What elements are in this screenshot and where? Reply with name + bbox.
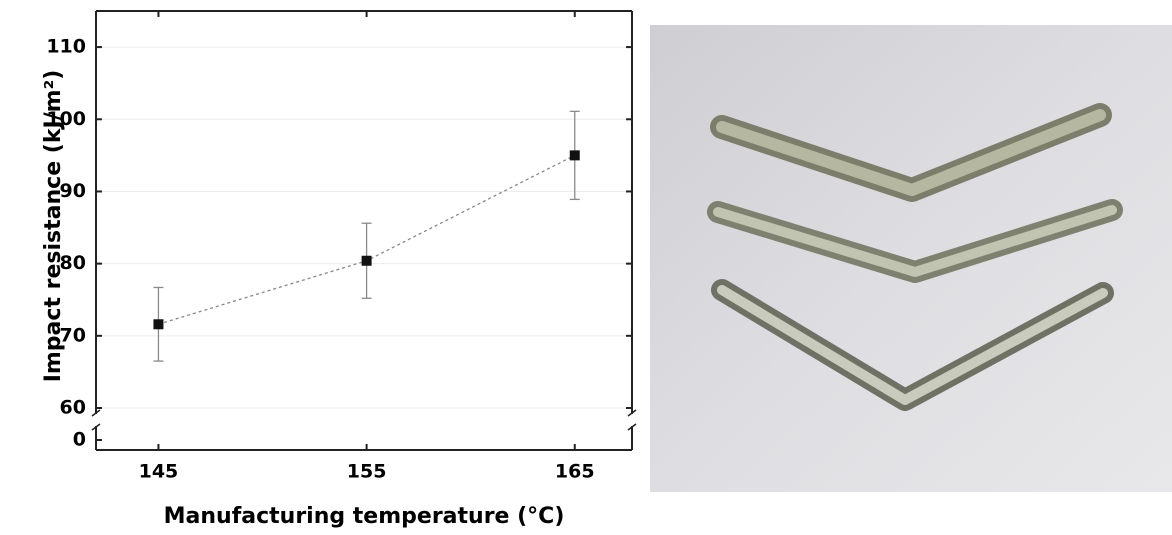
y-tick-label: 70 xyxy=(60,324,86,346)
y-tick-label: 80 xyxy=(60,252,86,274)
photo-background xyxy=(650,25,1172,492)
x-axis-label: Manufacturing temperature (°C) xyxy=(164,504,565,529)
axis-break xyxy=(627,409,637,417)
y-tick-label: 90 xyxy=(60,180,86,202)
axis-break xyxy=(627,423,637,431)
point xyxy=(361,255,372,266)
point xyxy=(153,319,164,330)
point xyxy=(569,150,580,161)
y-tick-label: 0 xyxy=(73,429,86,451)
y-tick-label: 100 xyxy=(46,108,86,130)
specimen xyxy=(713,205,1117,277)
specimen xyxy=(717,285,1108,405)
photo xyxy=(650,25,1172,492)
x-tick-label: 145 xyxy=(139,461,179,483)
y-tick-label: 60 xyxy=(60,397,86,419)
y-tick-label: 110 xyxy=(46,36,86,58)
y-axis-label: Impact resistance (kJ/m²) xyxy=(41,70,66,383)
axis-break xyxy=(91,423,101,431)
specimen xyxy=(716,109,1106,196)
x-tick-label: 155 xyxy=(347,461,387,483)
x-tick-label: 165 xyxy=(555,461,595,483)
specimens xyxy=(707,103,1123,411)
axis-break xyxy=(91,409,101,417)
